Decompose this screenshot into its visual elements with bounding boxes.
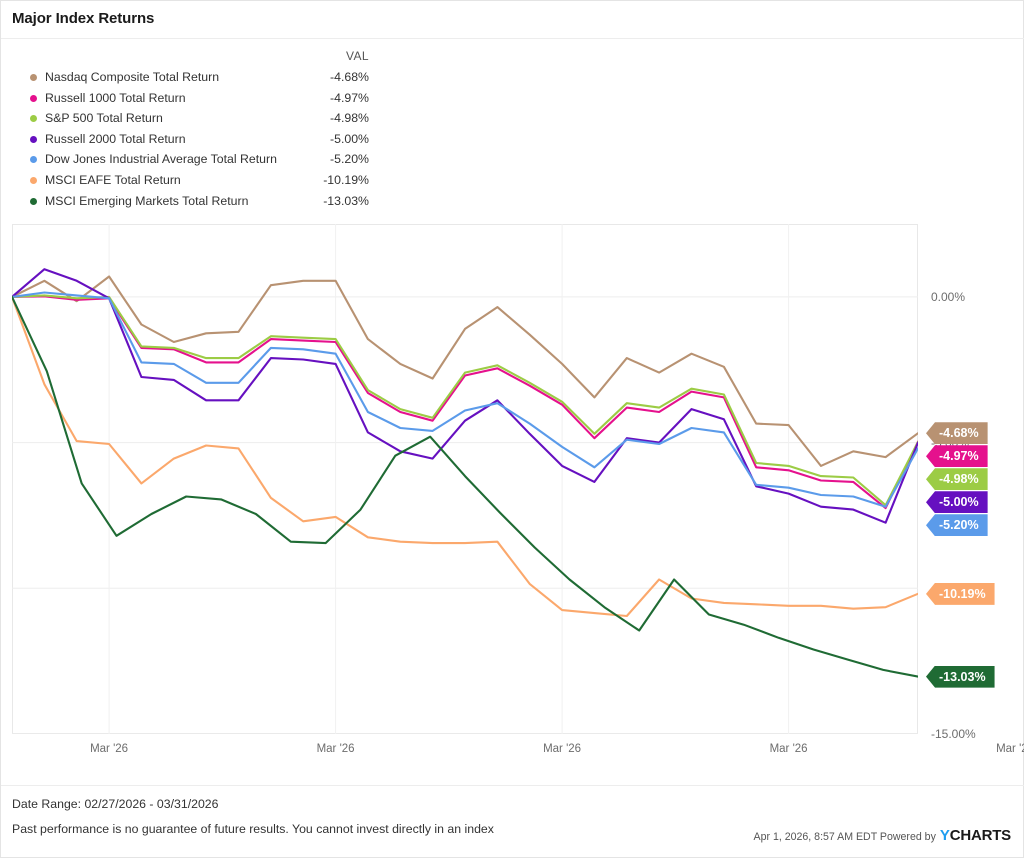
legend-item[interactable]: MSCI Emerging Markets Total Return -13.03… <box>1 191 381 212</box>
legend-item-label: MSCI Emerging Markets Total Return <box>45 193 249 208</box>
x-axis-tick-label: Mar '26 <box>769 743 808 755</box>
legend-item[interactable]: Dow Jones Industrial Average Total Retur… <box>1 149 381 170</box>
footer-divider <box>1 785 1024 786</box>
x-axis-tick-label: Mar '26 <box>90 743 129 755</box>
legend-item-value: -10.19% <box>323 172 369 187</box>
legend-rows: Nasdaq Composite Total Return -4.68% Russe… <box>1 67 381 211</box>
legend-item-value: -4.98% <box>330 111 369 126</box>
legend-item[interactable]: Russell 1000 Total Return -4.97% <box>1 88 381 109</box>
title-bar: Major Index Returns <box>1 1 1024 39</box>
series-line <box>12 295 918 618</box>
series-end-callout: -4.68% <box>926 422 988 445</box>
legend-item-label: Nasdaq Composite Total Return <box>45 70 220 84</box>
series-lines <box>12 268 918 678</box>
series-end-callout: -13.03% <box>926 665 995 688</box>
legend-value-header: VAL <box>346 49 369 63</box>
x-axis-tick-label: Mar '26 <box>316 743 355 755</box>
legend-color-dot-icon <box>30 176 37 184</box>
plot-area <box>12 224 918 734</box>
y-axis-tick-label: -15.00% <box>931 727 976 741</box>
legend-item-value: -5.20% <box>330 152 369 167</box>
legend-item-label: Russell 2000 Total Return <box>45 131 186 146</box>
series-line <box>12 268 918 524</box>
series-line <box>12 294 918 507</box>
x-axis-tick-label: Mar '26 <box>996 743 1024 755</box>
legend-item[interactable]: S&P 500 Total Return -4.98% <box>1 108 381 129</box>
series-line <box>12 295 918 678</box>
series-end-callout: -5.00% <box>926 491 988 514</box>
legend-item-value: -13.03% <box>323 193 369 208</box>
legend-item-value: -5.00% <box>330 131 369 146</box>
date-range: Date Range: 02/27/2026 - 03/31/2026 <box>12 797 219 811</box>
legend-color-dot-icon <box>30 156 37 164</box>
series-end-callout: -4.98% <box>926 468 988 491</box>
legend-item-value: -4.97% <box>330 90 369 105</box>
series-end-callout: -5.20% <box>926 514 988 537</box>
legend-item[interactable]: Russell 2000 Total Return -5.00% <box>1 129 381 150</box>
page-title: Major Index Returns <box>12 10 155 27</box>
disclaimer-text: Past performance is no guarantee of futu… <box>12 822 494 836</box>
ycharts-logo: YCHARTS <box>939 827 1011 844</box>
series-line <box>12 275 918 467</box>
y-axis-tick-label: 0.00% <box>931 289 966 304</box>
series-line <box>12 291 918 508</box>
attribution: Apr 1, 2026, 8:57 AM EDT Powered by YCHA… <box>753 827 1012 844</box>
series-end-callout: -10.19% <box>926 582 995 605</box>
legend-color-dot-icon <box>30 115 37 123</box>
series-end-callout: -4.97% <box>926 445 988 468</box>
x-axis-tick-label: Mar '26 <box>543 743 582 755</box>
legend-item-label: Dow Jones Industrial Average Total Retur… <box>45 152 277 167</box>
legend-color-dot-icon <box>30 135 37 143</box>
legend-color-dot-icon <box>30 74 37 81</box>
legend-item-label: MSCI EAFE Total Return <box>45 172 181 187</box>
attribution-timestamp: Apr 1, 2026, 8:57 AM EDT Powered by <box>753 831 936 843</box>
legend-color-dot-icon <box>30 197 37 205</box>
gridlines <box>12 224 918 734</box>
legend-item-label: S&P 500 Total Return <box>45 111 163 126</box>
legend-item-value: -4.68% <box>330 70 369 84</box>
series-line <box>12 295 918 510</box>
legend-color-dot-icon <box>30 94 37 102</box>
legend-item[interactable]: Nasdaq Composite Total Return -4.68% <box>1 67 381 88</box>
legend-item[interactable]: MSCI EAFE Total Return -10.19% <box>1 170 381 191</box>
legend-item-label: Russell 1000 Total Return <box>45 90 186 105</box>
